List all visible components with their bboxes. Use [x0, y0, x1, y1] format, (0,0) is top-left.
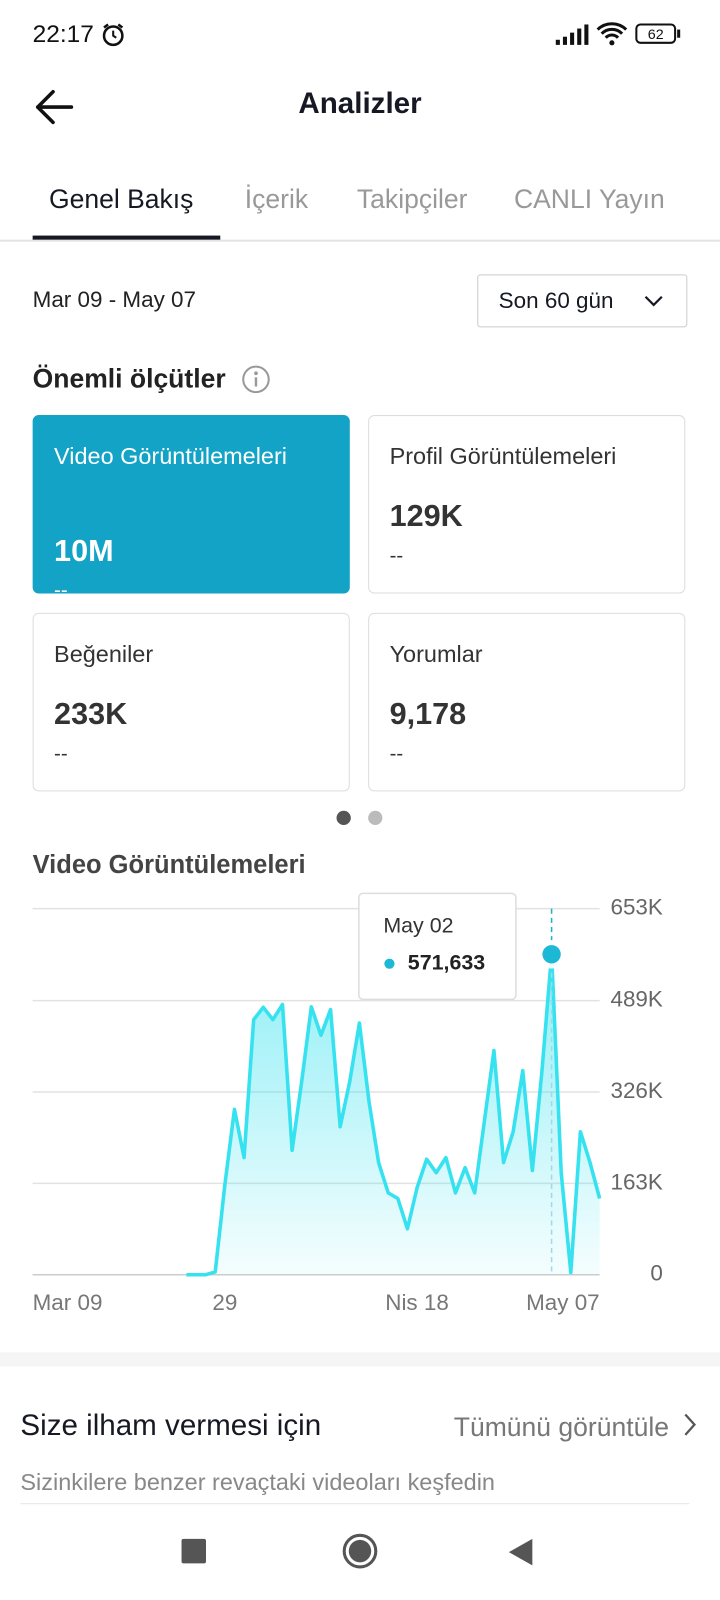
metric-change: --	[389, 544, 404, 568]
divider	[20, 1503, 690, 1505]
page-title: Analizler	[298, 87, 422, 121]
metric-value: 9,178	[389, 697, 467, 732]
tab-divider	[0, 239, 720, 242]
tooltip-value: 571,633	[408, 950, 485, 974]
chevron-down	[644, 295, 663, 307]
wifi-icon	[596, 22, 628, 46]
metric-label: Yorumlar	[389, 640, 483, 667]
tab[interactable]: CANLI Yayın	[513, 183, 665, 215]
metric-card[interactable]: Yorumlar 9,178 --	[368, 612, 686, 792]
metric-value: 129K	[389, 499, 463, 534]
nav-back[interactable]	[507, 1537, 536, 1568]
x-tick-label: May 07	[526, 1290, 600, 1315]
status-time: 22:17	[32, 20, 94, 48]
metric-change: --	[54, 579, 68, 594]
info-icon[interactable]	[241, 364, 272, 395]
y-tick-label: 0	[650, 1261, 662, 1286]
x-tick-label: Mar 09	[33, 1290, 103, 1315]
chart-title: Video Görüntülemeleri	[32, 850, 306, 880]
x-tick-label: Nis 18	[385, 1290, 449, 1315]
tooltip: May 02 571,633	[358, 892, 517, 1001]
nav-home[interactable]	[342, 1533, 379, 1570]
battery-tip	[677, 29, 681, 38]
metric-card[interactable]: Beğeniler 233K --	[32, 612, 350, 792]
tooltip-dot	[384, 958, 395, 969]
y-tick-label: 653K	[610, 895, 662, 920]
metric-change: --	[54, 742, 68, 765]
y-tick-label: 163K	[610, 1169, 662, 1194]
metric-change: --	[389, 742, 404, 765]
tooltip-box	[358, 892, 517, 1001]
metric-label: Video Görüntülemeleri	[54, 442, 288, 470]
page-dot[interactable]	[368, 810, 383, 826]
period-label: Son 60 gün	[498, 287, 614, 314]
section-title: Size ilham vermesi için	[20, 1409, 322, 1442]
hover-point	[542, 945, 561, 964]
see-all-link[interactable]: Tümünü görüntüle	[453, 1411, 669, 1442]
metric-value: 233K	[54, 697, 128, 732]
metric-card[interactable]: Video Görüntülemeleri 10M --	[32, 415, 350, 594]
section-separator	[0, 1352, 720, 1367]
period-dropdown[interactable]: Son 60 gün	[477, 274, 688, 328]
section-subtitle: Sizinkilere benzer revaçtaki videoları k…	[20, 1468, 495, 1496]
metric-label: Beğeniler	[54, 640, 154, 667]
alarm-icon	[102, 23, 124, 47]
metric-value: 10M	[54, 534, 114, 569]
y-tick-label: 489K	[610, 987, 662, 1012]
tooltip-date: May 02	[383, 914, 453, 938]
battery: 62	[635, 23, 677, 44]
tab[interactable]: Genel Bakış	[48, 183, 194, 215]
signal-icon	[555, 24, 589, 45]
x-tick-label: 29	[212, 1290, 237, 1315]
tab[interactable]: Takipçiler	[356, 183, 468, 215]
tab-indicator	[32, 235, 221, 240]
y-tick-label: 326K	[610, 1078, 662, 1103]
back-button[interactable]	[33, 88, 76, 129]
metric-label: Profil Görüntülemeleri	[389, 442, 617, 470]
area	[186, 954, 600, 1275]
metrics-title: Önemli ölçütler	[32, 363, 226, 394]
metric-card[interactable]: Profil Görüntülemeleri 129K --	[368, 415, 686, 594]
chevron-right[interactable]	[681, 1411, 699, 1438]
page-dot-active[interactable]	[336, 810, 351, 826]
chart: 0 163K 326K 489K 653K Mar 09 29 Nis 18 May 07 May…	[32, 892, 663, 1315]
date-range: Mar 09 - May 07	[32, 286, 196, 313]
line	[186, 952, 602, 1277]
tab[interactable]: İçerik	[244, 183, 309, 215]
nav-recents[interactable]	[181, 1538, 206, 1564]
